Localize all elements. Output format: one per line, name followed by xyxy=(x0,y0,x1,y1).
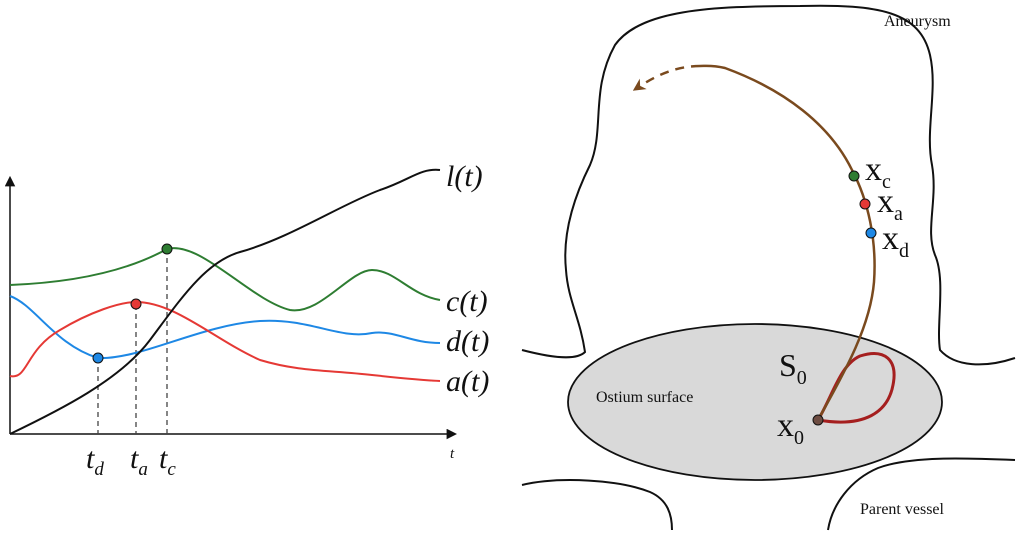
marker-dot-c xyxy=(161,243,173,255)
trajectory-arrow xyxy=(632,64,701,91)
label-s0: S0 xyxy=(779,347,807,389)
point-xa xyxy=(859,198,871,210)
label-xc: xc xyxy=(865,151,891,193)
aneurysm-label: Aneurysm xyxy=(884,13,951,30)
label-x0: x0 xyxy=(777,407,804,449)
curve-label-a: a(t) xyxy=(446,365,489,398)
time-plot: t l(t) c(t) d(t) a(t) td ta tc xyxy=(4,160,489,480)
curve-c xyxy=(9,247,441,312)
parent-vessel-label: Parent vessel xyxy=(860,501,945,518)
label-xd: xd xyxy=(882,220,909,262)
aneurysm-diagram: xc xa xd x0 S0 Aneurysm Ostium surface P… xyxy=(521,4,1016,531)
curve-d xyxy=(9,295,441,360)
curve-label-l: l(t) xyxy=(446,160,483,193)
aneurysm-outline xyxy=(521,4,1016,366)
marker-dot-d xyxy=(92,352,104,364)
curve-label-d: d(t) xyxy=(446,325,489,358)
curve-l xyxy=(9,168,441,435)
point-xd xyxy=(865,227,877,239)
curve-a xyxy=(9,300,441,382)
time-label-d: td xyxy=(86,442,104,480)
curve-label-c: c(t) xyxy=(446,285,488,318)
x-axis-label: t xyxy=(450,446,455,462)
ostium-label: Ostium surface xyxy=(596,389,693,406)
label-xa: xa xyxy=(877,183,903,225)
time-label-c: tc xyxy=(159,442,176,480)
s0-loop xyxy=(815,352,896,424)
time-label-a: ta xyxy=(130,442,148,480)
parent-vessel-left-wall xyxy=(521,479,673,531)
marker-dot-a xyxy=(130,298,142,310)
point-xc xyxy=(848,170,860,182)
trajectory-path xyxy=(699,64,876,421)
point-x0 xyxy=(812,414,824,426)
parent-vessel-right-wall xyxy=(827,457,1016,531)
